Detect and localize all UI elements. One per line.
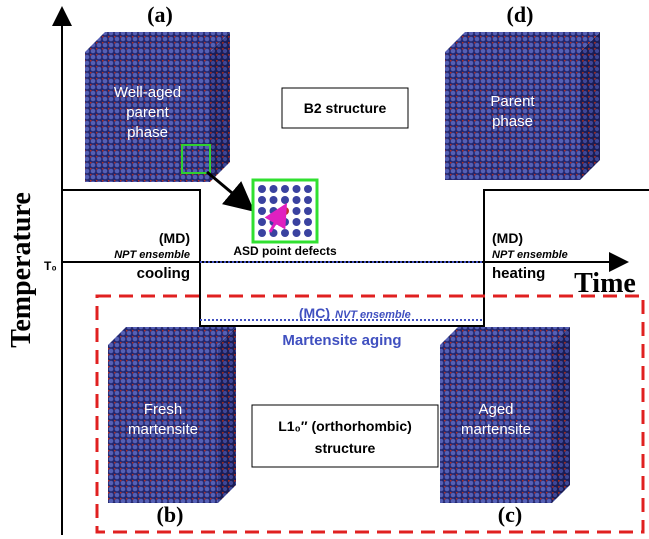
atom (304, 196, 312, 204)
aging-method: (MC) (299, 305, 330, 321)
cube-top (440, 327, 570, 345)
atom (270, 196, 278, 204)
heating-step: heating (492, 265, 545, 282)
atom (281, 218, 289, 226)
diagram: Temperature Time T₀ B2 structure L1₀″ (o… (0, 0, 649, 539)
zoom-arrow (207, 172, 250, 208)
cube-label: Aged (478, 401, 513, 418)
atom (270, 185, 278, 193)
atom (270, 207, 278, 215)
cube-label: Fresh (144, 401, 182, 418)
aging-ensemble: NVT ensemble (335, 309, 411, 321)
atom (304, 185, 312, 193)
cube-top (445, 32, 600, 52)
heating-ensemble: NPT ensemble (492, 249, 568, 261)
cube-label: phase (127, 124, 168, 141)
atom (304, 229, 312, 237)
cube-side (580, 32, 600, 180)
cooling-step: cooling (137, 265, 190, 282)
atom (281, 196, 289, 204)
atom (293, 207, 301, 215)
cooling-ensemble: NPT ensemble (114, 249, 190, 261)
cube-side (552, 327, 570, 503)
atom (281, 229, 289, 237)
cube-label: martensite (128, 421, 198, 438)
atom (293, 185, 301, 193)
cube-label: parent (126, 104, 169, 121)
atom (258, 207, 266, 215)
cube-label: Parent (490, 93, 535, 110)
cube-label: phase (492, 113, 533, 130)
x-axis-label: Time (574, 268, 636, 299)
atom (258, 196, 266, 204)
t0-label: T₀ (44, 259, 57, 273)
atom (281, 185, 289, 193)
panel-tag: (c) (498, 502, 522, 527)
atom (304, 218, 312, 226)
panel-tag: (b) (157, 502, 184, 527)
cube-label: Well-aged (114, 84, 181, 101)
aging-step: Martensite aging (282, 332, 401, 349)
y-axis-label: Temperature (6, 192, 37, 348)
panel-tag: (d) (507, 2, 534, 27)
cube-top (85, 32, 230, 52)
atom (293, 229, 301, 237)
heating-method: (MD) (492, 230, 523, 246)
atom (293, 218, 301, 226)
atom (293, 196, 301, 204)
atom (304, 207, 312, 215)
cube-side (210, 32, 230, 182)
cube-side (218, 327, 236, 503)
b2-label: B2 structure (304, 100, 387, 116)
inset-label: ASD point defects (233, 244, 337, 258)
atom (258, 185, 266, 193)
l10-label: L1₀″ (orthorhombic) (278, 418, 412, 434)
cooling-method: (MD) (159, 230, 190, 246)
panel-tag: (a) (147, 2, 173, 27)
atom (258, 218, 266, 226)
cube-label: martensite (461, 421, 531, 438)
cube-top (108, 327, 236, 345)
l10-box (252, 405, 438, 467)
l10-label: structure (315, 440, 376, 456)
atom (258, 229, 266, 237)
